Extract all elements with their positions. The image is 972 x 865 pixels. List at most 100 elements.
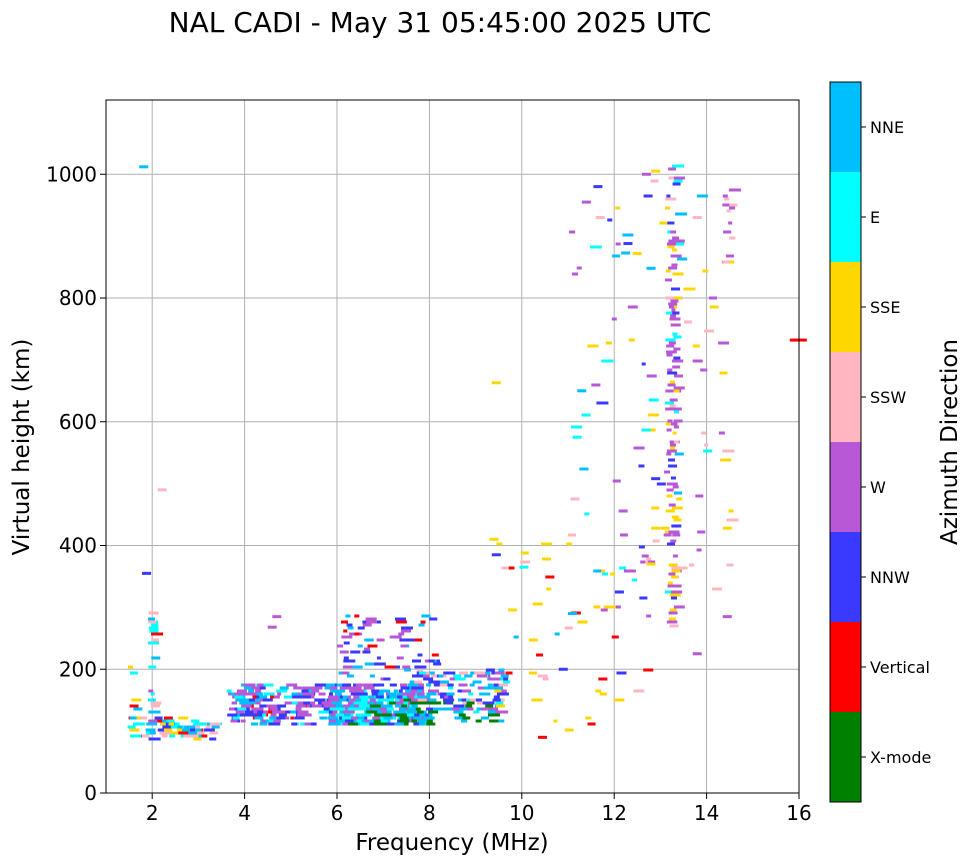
data-point-sse xyxy=(672,431,677,435)
data-point-nnw xyxy=(482,701,490,705)
data-point-sse xyxy=(159,728,171,732)
data-point-nnw xyxy=(276,716,286,720)
data-point-x-mode xyxy=(465,704,473,708)
y-axis-ticks: 0 200 400 600 800 1000 xyxy=(46,162,106,805)
data-point-nne xyxy=(319,716,328,720)
data-point-nne xyxy=(513,635,519,639)
data-point-nnw xyxy=(394,617,406,621)
data-point-w xyxy=(369,698,376,702)
data-point-sse xyxy=(728,509,734,513)
data-point-w xyxy=(339,650,349,654)
data-point-nne xyxy=(369,674,375,678)
data-point-nne xyxy=(336,698,344,702)
data-point-w xyxy=(728,221,733,225)
data-point-sse xyxy=(659,221,668,225)
data-point-sse xyxy=(168,731,174,735)
data-point-ssw xyxy=(459,671,469,675)
data-point-nnw xyxy=(428,659,435,663)
data-point-ssw xyxy=(567,533,576,537)
data-point-w xyxy=(462,689,472,693)
data-point-e xyxy=(329,707,341,711)
data-point-nne xyxy=(413,716,422,720)
data-point-x-mode xyxy=(464,716,470,720)
data-point-w xyxy=(410,689,422,693)
data-point-e xyxy=(352,707,361,711)
data-point-nnw xyxy=(503,677,509,681)
data-point-nnw xyxy=(343,641,350,645)
data-point-w xyxy=(646,614,652,618)
data-point-w xyxy=(668,341,676,345)
data-point-ssw xyxy=(724,197,730,201)
data-point-sse xyxy=(669,380,675,384)
data-point-e xyxy=(364,713,372,717)
data-point-e xyxy=(332,713,344,717)
data-point-w xyxy=(269,707,278,711)
data-point-sse xyxy=(672,248,678,252)
colorbar-tick-label: NNE xyxy=(870,118,904,137)
data-point-w xyxy=(312,689,320,693)
data-point-nne xyxy=(290,710,297,714)
data-point-w xyxy=(362,683,375,687)
data-point-w xyxy=(148,719,158,723)
data-point-sse xyxy=(491,381,501,385)
data-point-w xyxy=(494,671,505,675)
data-point-e xyxy=(232,716,240,720)
data-point-nne xyxy=(393,689,398,693)
data-point-w xyxy=(229,707,240,711)
data-point-nnw xyxy=(558,667,568,671)
data-point-nne xyxy=(149,731,156,735)
data-point-sse xyxy=(720,458,732,462)
data-point-nnw xyxy=(411,716,416,720)
data-point-nnw xyxy=(259,686,266,690)
data-point-nnw xyxy=(400,686,411,690)
data-point-ssw xyxy=(150,701,162,705)
data-point-nne xyxy=(457,698,463,702)
data-point-w xyxy=(729,206,736,210)
data-point-e xyxy=(318,710,327,714)
data-point-sse xyxy=(593,605,601,609)
data-point-w xyxy=(670,230,677,234)
data-point-ssw xyxy=(665,197,677,201)
data-point-ssw xyxy=(161,734,168,738)
data-point-nne xyxy=(407,683,419,687)
x-tick-label: 8 xyxy=(423,801,436,825)
data-point-w xyxy=(235,710,245,714)
data-point-w xyxy=(668,239,677,243)
data-point-w xyxy=(648,560,656,564)
data-point-w xyxy=(328,698,340,702)
data-point-nnw xyxy=(328,692,333,696)
data-point-ssw xyxy=(537,674,548,678)
data-point-w xyxy=(450,707,461,711)
data-point-nne xyxy=(409,680,416,684)
data-point-w xyxy=(673,374,683,378)
data-point-w xyxy=(581,200,591,204)
data-point-nne xyxy=(433,707,443,711)
data-point-nnw xyxy=(415,713,421,717)
data-point-w xyxy=(403,704,414,708)
data-point-nne xyxy=(472,680,482,684)
data-point-w xyxy=(672,554,678,558)
colorbar-tick-label: W xyxy=(870,478,886,497)
data-point-nnw xyxy=(371,692,378,696)
data-point-ssw xyxy=(469,698,481,702)
data-point-w xyxy=(695,494,704,498)
data-point-nnw xyxy=(596,401,609,405)
data-point-e xyxy=(148,626,158,630)
data-point-nne xyxy=(411,704,418,708)
y-tick-label: 600 xyxy=(59,410,97,434)
data-point-nne xyxy=(235,698,241,702)
data-point-e xyxy=(495,701,504,705)
data-point-e xyxy=(386,698,394,702)
data-point-sse xyxy=(133,716,141,720)
x-tick-label: 2 xyxy=(146,801,159,825)
data-point-w xyxy=(444,695,449,699)
data-point-w xyxy=(350,698,356,702)
data-point-sse xyxy=(597,569,605,573)
data-point-w xyxy=(415,683,424,687)
data-point-e xyxy=(412,695,419,699)
data-point-w xyxy=(673,176,685,180)
data-point-nne xyxy=(329,689,337,693)
data-point-w xyxy=(728,188,741,192)
data-point-nnw xyxy=(461,698,467,702)
plot-area: 2 4 6 8 10 12 14 16 0 200 400 600 800 1000 xyxy=(46,99,812,825)
